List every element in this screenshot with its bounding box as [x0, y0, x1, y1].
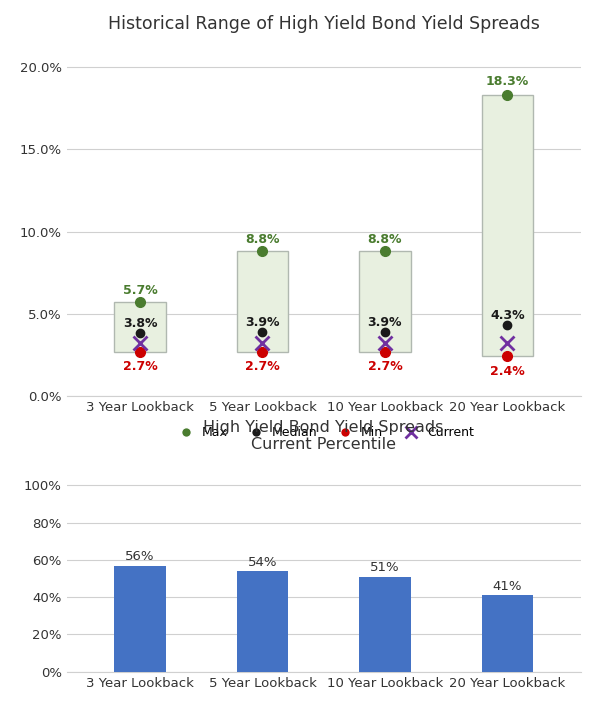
Text: 8.8%: 8.8%: [368, 233, 402, 246]
Bar: [114, 302, 166, 351]
Title: Historical Range of High Yield Bond Yield Spreads: Historical Range of High Yield Bond Yiel…: [108, 15, 540, 33]
Text: 51%: 51%: [370, 561, 400, 575]
Title: High Yield Bond Yield Spreads
Current Percentile: High Yield Bond Yield Spreads Current Pe…: [203, 420, 444, 452]
Text: 2.7%: 2.7%: [367, 360, 402, 373]
Text: 18.3%: 18.3%: [486, 76, 529, 88]
Text: 8.8%: 8.8%: [245, 233, 280, 246]
Text: 3.9%: 3.9%: [245, 315, 280, 329]
Text: 2.4%: 2.4%: [490, 365, 525, 378]
Bar: [359, 577, 411, 672]
Text: 41%: 41%: [492, 580, 522, 593]
Bar: [482, 95, 533, 356]
Bar: [237, 251, 288, 351]
Bar: [237, 571, 288, 672]
Text: 2.7%: 2.7%: [123, 360, 157, 373]
Legend: Max, Median, Min, Current: Max, Median, Min, Current: [168, 421, 479, 445]
Text: 5.7%: 5.7%: [123, 284, 157, 297]
Text: 54%: 54%: [247, 556, 277, 569]
Text: 3.8%: 3.8%: [123, 317, 157, 330]
Bar: [482, 595, 533, 672]
Bar: [114, 566, 166, 672]
Bar: [359, 251, 411, 351]
Text: 56%: 56%: [125, 550, 155, 563]
Text: 3.9%: 3.9%: [368, 315, 402, 329]
Text: 2.7%: 2.7%: [245, 360, 280, 373]
Text: 4.3%: 4.3%: [490, 309, 525, 322]
